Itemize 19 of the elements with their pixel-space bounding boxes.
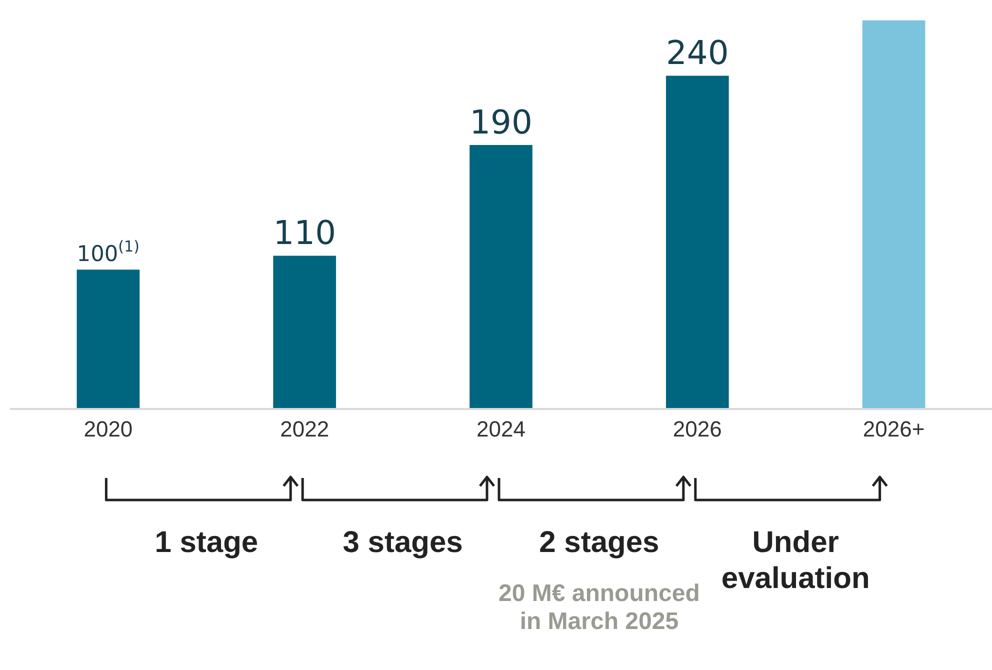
data-label: 100$^{(1)}$ <box>76 238 140 267</box>
bar <box>862 20 926 408</box>
x-tick-label: 2020 <box>84 416 133 442</box>
bar <box>273 256 336 408</box>
data-label: 240 <box>666 33 729 72</box>
text: 3 stages <box>342 525 464 561</box>
bar <box>76 270 140 408</box>
text: Under evaluation <box>721 526 870 595</box>
x-tick-label: 2022 <box>280 416 330 442</box>
text: 20 M€ announced in March 2025 <box>498 580 701 636</box>
text: 1 stage <box>154 525 260 561</box>
data-label: 110 <box>273 213 336 252</box>
x-tick-label: 2026 <box>672 416 722 442</box>
text: 2 stages <box>538 525 660 561</box>
x-tick-label: 2024 <box>476 416 526 442</box>
data-label: 190 <box>470 102 532 142</box>
x-tick-label: 2026+ <box>862 416 925 442</box>
bar <box>666 76 729 408</box>
bar <box>470 144 532 408</box>
